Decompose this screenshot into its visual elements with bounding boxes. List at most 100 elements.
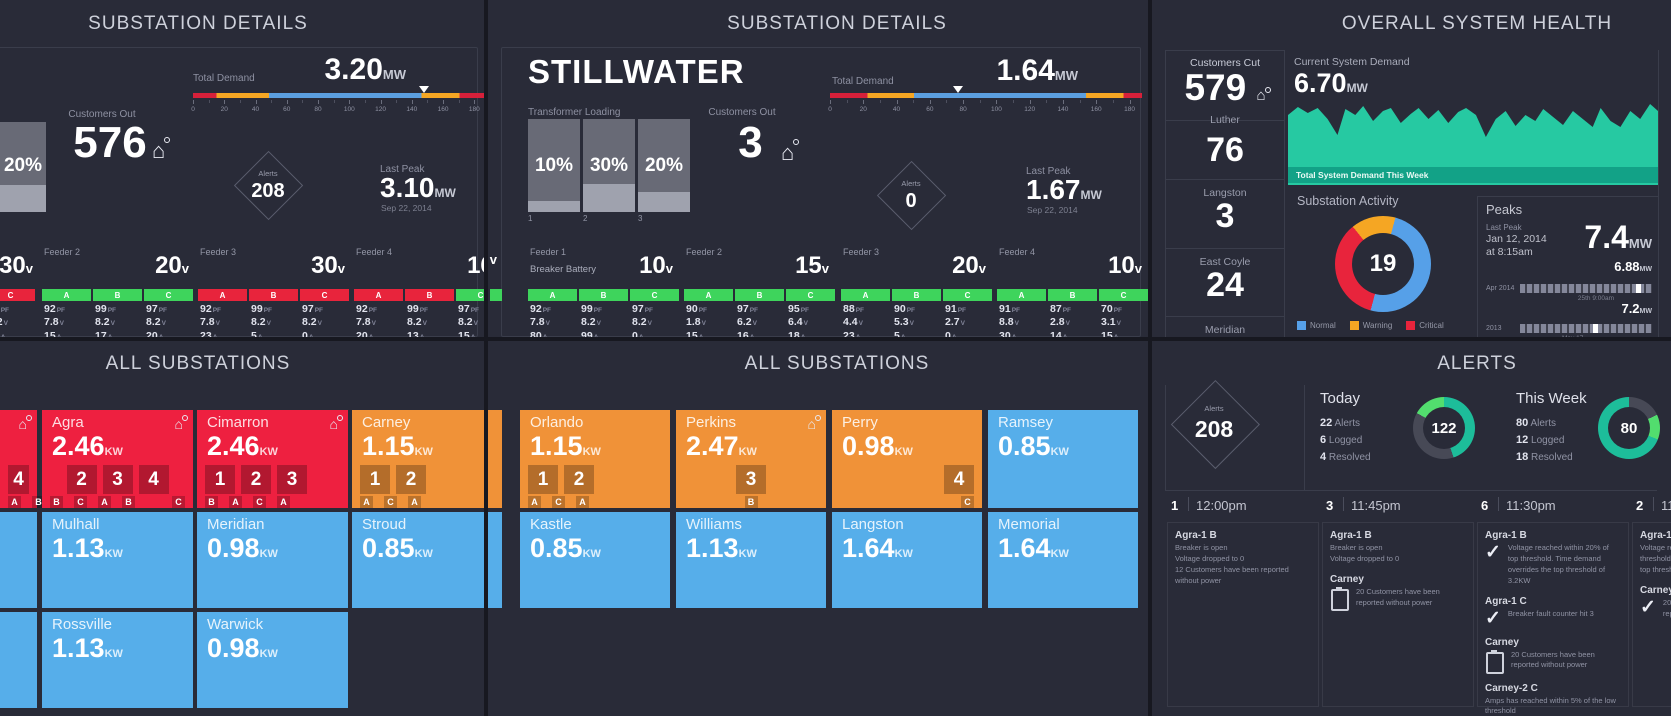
phase-column[interactable]: A 92PF 7.8V 15A (42, 289, 91, 337)
gauge-tick-label: 40 (892, 106, 901, 113)
legend-swatch-warning (1349, 321, 1359, 330)
phase-column[interactable]: C 97PF 8.2V 0A (630, 289, 679, 337)
alert-item[interactable]: Agra-1 B Breaker is open Voltage dropped t… (1323, 523, 1473, 567)
transformer-badge[interactable]: 2 (396, 465, 426, 494)
phase-column[interactable]: B 90PF 5.3V 5A (892, 289, 941, 337)
feeder-block[interactable]: Feeder 3 20v A 88PF 4.4V 23A B 90PF 5.3V 5A C 91PF 2… (841, 240, 992, 337)
substation-tile-partial[interactable] (488, 512, 502, 608)
feeder-block[interactable]: Feeder 1 Breaker Battery 10v A 92PF 7.8V 80A B 9… (528, 240, 679, 337)
gauge-tick (443, 100, 445, 104)
phase-column[interactable]: B 99PF 8.2V 17A (93, 289, 142, 337)
substation-tile-partial[interactable] (0, 612, 37, 708)
substation-tile[interactable]: Williams 1.13KW (676, 512, 826, 608)
customers-cut-label: Customers Cut (1189, 57, 1261, 69)
phase-letter: C (384, 496, 397, 508)
transformer-loading-pct: 20% (3, 155, 43, 176)
transformer-badge[interactable]: 2 (241, 465, 271, 494)
phase-column[interactable]: C 70PF 3.1V 15A (1099, 289, 1148, 337)
transformer-badge[interactable]: 1 (528, 465, 558, 494)
tile-value-unit: KW (894, 548, 913, 560)
phase-column[interactable]: A 92PF 7.8V 23A (198, 289, 247, 337)
phase-column[interactable]: B 99PF 8.2V 99A (579, 289, 628, 337)
substation-tile[interactable]: Stroud 0.85KW (352, 512, 484, 608)
substation-tile[interactable]: Memorial 1.64KW (988, 512, 1138, 608)
feeder-voltage: 30v (0, 252, 33, 279)
phase-status-box: A (354, 289, 403, 301)
peak-history-unit: MW (1639, 308, 1652, 315)
substation-tile-partial[interactable] (488, 410, 502, 508)
transformer-badge[interactable]: 3 (102, 465, 133, 494)
substation-tile[interactable]: Perkins 2.47KW ⌂ 3 B (676, 410, 826, 508)
timeline-header-divider (1343, 497, 1344, 511)
phase-column[interactable]: A 90PF 1.8V 15A (684, 289, 733, 337)
phase-column[interactable]: B 97PF 6.2V 16A (735, 289, 784, 337)
alert-item[interactable]: Carney 20 Customers have been reported wi… (1323, 567, 1473, 613)
gauge-tick (963, 100, 965, 104)
substation-tile[interactable]: Perry 0.98KW 4 C (832, 410, 982, 508)
substation-tile[interactable]: Warwick 0.98KW (197, 612, 348, 708)
phase-column[interactable]: A 92PF 7.8V 20A (354, 289, 403, 337)
transformer-badge[interactable]: 3 (277, 465, 307, 494)
substation-tile[interactable]: Kastle 0.85KW (520, 512, 670, 608)
feeder-block[interactable]: Feeder 4 10v A 91PF 8.8V 30A B 87PF 2.8V 14A C 70PF… (997, 240, 1148, 337)
phase-column[interactable]: A 92PF 7.8V 80A (528, 289, 577, 337)
feeder-block[interactable]: Feeder 3 30v A 92PF 7.8V 23A B 99PF 8.2V 5A C 97PF 8… (198, 240, 350, 337)
transformer-badge[interactable]: 4 (138, 465, 169, 494)
feeder-block[interactable]: Feeder 2 15v A 90PF 1.8V 15A B 97PF 6.2V 16A C 95PF… (684, 240, 835, 337)
alert-item[interactable]: Carney-2 C Amps has reached within 5% of … (1478, 676, 1628, 716)
phase-value: 17A (93, 330, 142, 338)
alert-item[interactable]: Agra-1 B ✓ Voltage reached within 20% of t… (1478, 523, 1628, 589)
substation-tile[interactable]: Meridian 0.98KW (197, 512, 348, 608)
phase-value-unit: PF (1011, 306, 1020, 314)
substation-tile[interactable]: Carney 1.15KW 1 2 A C A (352, 410, 484, 508)
phase-column[interactable]: C 95PF 6.4V 18A (786, 289, 835, 337)
tile-value: 0.98KW (207, 633, 278, 664)
alert-item[interactable]: Agra-1 B Breaker is open Voltage dropped t… (1168, 523, 1318, 589)
substation-tile[interactable]: Mulhall 1.13KW (42, 512, 193, 608)
peak-bar-marker (1636, 284, 1642, 293)
transformer-badge[interactable]: 4 (944, 465, 974, 494)
feeder-block[interactable]: Feeder 416vA92PF7.8V20AB99PF8.2V13AC97PF… (354, 240, 484, 337)
transformer-badge[interactable]: 3 (736, 465, 766, 494)
legend-label: Warning (1362, 321, 1393, 330)
substation-tile[interactable]: Ramsey 0.85KW (988, 410, 1138, 508)
phase-column[interactable]: C 91PF 2.7V 0A (943, 289, 992, 337)
substation-tile[interactable]: Orlando 1.15KW 1 2 A C A (520, 410, 670, 508)
substation-tile[interactable]: Agra 2.46KW ⌂ 2 3 4 B C A B C (42, 410, 193, 508)
feeder-block[interactable]: Feeder 2 20v A 92PF 7.8V 15A B 99PF 8.2V 17A C 97PF… (42, 240, 194, 337)
alert-item[interactable]: Carney✓ 20 Customers have been reported w… (1633, 578, 1671, 622)
substation-tile[interactable]: Langston 1.64KW (832, 512, 982, 608)
substation-tile-partial[interactable]: ⌂ 4 ABC (0, 410, 69, 508)
substation-tile-partial[interactable] (0, 512, 37, 608)
transformer-badge[interactable]: 4 (8, 465, 29, 494)
phase-value-unit: A (900, 333, 906, 338)
phase-column[interactable]: A 91PF 8.8V 30A (997, 289, 1046, 337)
alert-item[interactable]: Carney 20 Customers have been reported wi… (1478, 630, 1628, 676)
transformer-badge[interactable]: 2 (66, 465, 97, 494)
tile-value-number: 0.85 (530, 533, 583, 563)
phase-value: 15A (42, 330, 91, 338)
phase-column[interactable]: A 88PF 4.4V 23A (841, 289, 890, 337)
phase-column[interactable]: B 87PF 2.8V 14A (1048, 289, 1097, 337)
substation-tile[interactable]: Rossville 1.13KW (42, 612, 193, 708)
feeder-voltage-unit: v (978, 261, 986, 276)
phase-column[interactable]: B 99PF 8.2V 5A (249, 289, 298, 337)
phase-column[interactable]: B 99PF 8.2V 13A (405, 289, 454, 337)
transformer-badge[interactable]: 2 (564, 465, 594, 494)
transformer-badge[interactable]: 1 (205, 465, 235, 494)
alert-item[interactable]: Agra-1 B Voltage reached within 20% of to… (1633, 523, 1671, 578)
timeline-count: 2 (1636, 498, 1644, 513)
phase-value: 8.2V (581, 316, 601, 328)
alert-item[interactable]: Agra-1 C ✓ Breaker fault counter hit 3 (1478, 589, 1628, 630)
transformer-badge[interactable]: 1 (360, 465, 390, 494)
substation-tile[interactable]: Cimarron 2.46KW ⌂ 1 2 3 B A C A (197, 410, 348, 508)
phase-letter: B (744, 496, 758, 508)
phase-column[interactable]: C 97PF 8.2V 20A (144, 289, 193, 337)
phase-column[interactable]: C 97PF 8.2V 0A (300, 289, 349, 337)
feeder-voltage-unit: v (821, 261, 829, 276)
gauge-marker-icon (419, 86, 430, 93)
